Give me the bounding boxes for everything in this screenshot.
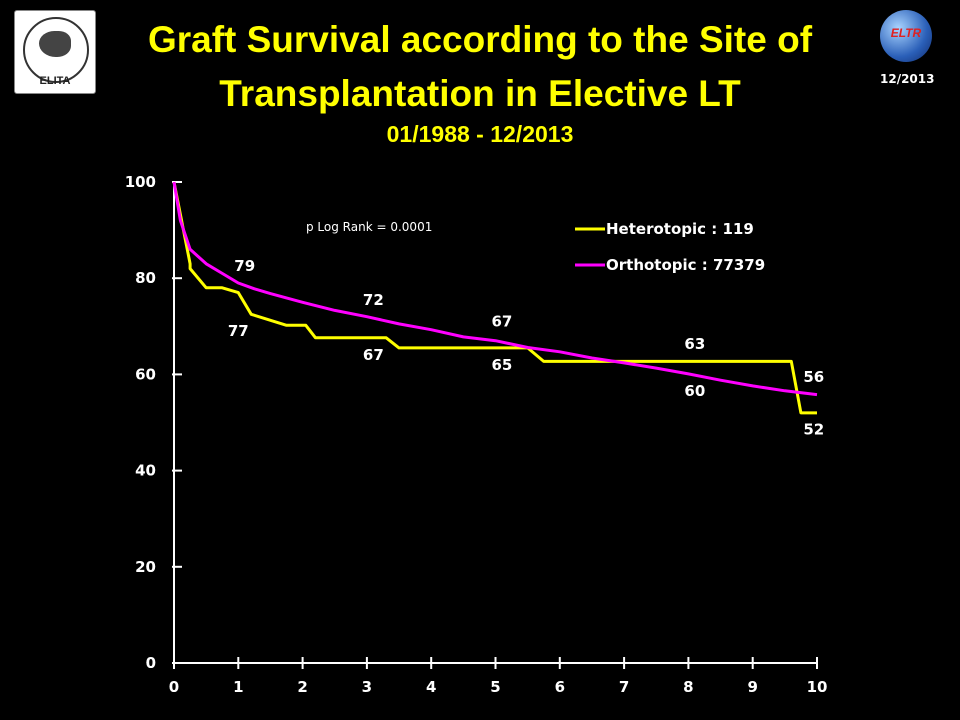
title-line-2: Transplantation in Elective LT: [219, 73, 741, 114]
date-label: 12/2013: [880, 72, 935, 86]
x-tick-label: 7: [619, 678, 629, 696]
y-tick-label: 80: [135, 269, 156, 287]
p-log-rank-text: p Log Rank = 0.0001: [306, 220, 432, 234]
x-tick-label: 9: [747, 678, 757, 696]
legend-label: Orthotopic : 77379: [606, 256, 765, 274]
y-tick-label: 20: [135, 558, 156, 576]
survival-value-label: 72: [363, 291, 384, 309]
x-tick-label: 3: [362, 678, 372, 696]
elita-logo: ELITA: [14, 10, 96, 94]
series-line-heterotopic: [172, 181, 817, 415]
subtitle: 01/1988 - 12/2013: [386, 121, 574, 147]
survival-value-label: 67: [363, 346, 384, 364]
series-line-orthotopic: [172, 181, 818, 397]
survival-value-label: 77: [228, 322, 249, 340]
survival-value-label: 56: [803, 368, 824, 386]
eltr-globe-logo: ELTR: [880, 10, 932, 62]
logo-ring-shape: [23, 17, 89, 83]
x-tick-label: 6: [555, 678, 565, 696]
survival-value-label: 60: [684, 382, 705, 400]
elita-logo-text: ELITA: [39, 75, 71, 87]
y-tick-label: 100: [125, 173, 156, 191]
x-tick-label: 8: [683, 678, 693, 696]
survival-value-label: 63: [684, 335, 705, 353]
y-tick-label: 60: [135, 365, 156, 383]
x-tick-label: 0: [169, 678, 179, 696]
x-tick-label: 5: [490, 678, 500, 696]
survival-value-label: 67: [491, 312, 512, 330]
x-tick-label: 1: [233, 678, 243, 696]
y-tick-label: 40: [135, 462, 156, 480]
x-tick-label: 4: [426, 678, 436, 696]
survival-value-label: 52: [803, 421, 824, 439]
x-tick-label: 2: [297, 678, 307, 696]
legend-label: Heterotopic : 119: [606, 220, 754, 238]
x-tick-label: 10: [807, 678, 828, 696]
y-tick-label: 0: [146, 654, 156, 672]
eltr-logo-text: ELTR: [890, 26, 922, 40]
title-line-1: Graft Survival according to the Site of: [147, 19, 813, 60]
liver-icon: [39, 31, 71, 57]
survival-value-label: 79: [234, 257, 255, 275]
survival-value-label: 65: [491, 356, 512, 374]
